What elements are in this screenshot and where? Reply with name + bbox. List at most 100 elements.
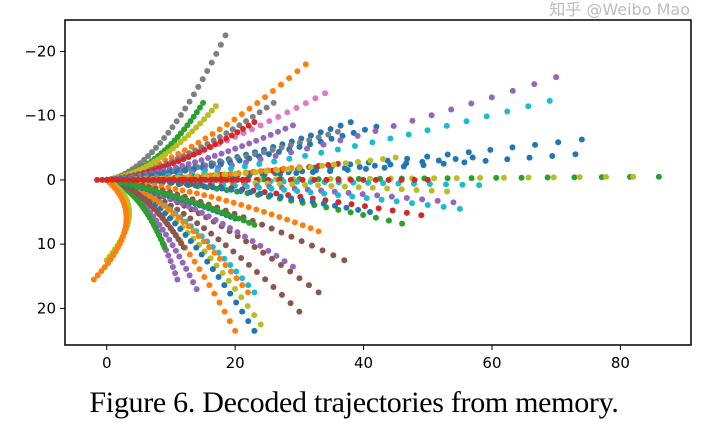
trajectory-point (243, 238, 250, 245)
trajectory-point (219, 269, 226, 276)
trajectory-point (238, 294, 245, 301)
trajectory-point (133, 183, 140, 190)
trajectory-point (531, 81, 538, 88)
trajectory-point (374, 192, 381, 199)
trajectory-point (347, 176, 354, 183)
trajectory-point (251, 289, 258, 296)
trajectory-point (296, 165, 303, 172)
trajectory-point (265, 247, 272, 254)
trajectory-point (181, 147, 188, 154)
trajectory-point (175, 214, 182, 221)
trajectory-point (289, 122, 296, 129)
trajectory-point (155, 176, 162, 183)
trajectory-point (195, 83, 202, 90)
trajectory-point (330, 252, 337, 259)
trajectory-point (201, 225, 208, 232)
trajectory-point (450, 199, 457, 206)
trajectory-point (195, 139, 202, 146)
trajectory-point (159, 226, 166, 233)
trajectory-point (236, 157, 243, 164)
trajectory-point (183, 196, 190, 203)
trajectory-point (257, 122, 264, 129)
trajectory-point (169, 124, 176, 131)
trajectory-point (215, 273, 222, 280)
trajectory-point (424, 176, 431, 183)
trajectory-point (181, 135, 188, 142)
trajectory-point (468, 175, 475, 182)
trajectory-point (257, 190, 264, 197)
trajectory-point (185, 160, 192, 167)
trajectory-point (200, 116, 207, 123)
trajectory-point (201, 183, 208, 190)
trajectory-point (549, 152, 556, 159)
trajectory-point (271, 158, 278, 165)
trajectory-point (321, 190, 328, 197)
trajectory-point (104, 260, 111, 267)
trajectory-point (217, 138, 224, 145)
trajectory-point (166, 236, 173, 243)
trajectory-point (140, 176, 147, 183)
trajectory-point (246, 140, 253, 147)
trajectory-point (361, 126, 368, 133)
trajectory-point (217, 41, 224, 48)
trajectory-point (215, 195, 222, 202)
trajectory-point (216, 133, 223, 140)
trajectory-point (266, 118, 273, 125)
trajectory-point (309, 198, 316, 205)
trajectory-point (398, 186, 405, 193)
trajectory-point (146, 193, 153, 200)
trajectory-point (167, 258, 174, 265)
trajectory-point (197, 176, 204, 183)
trajectory-point (128, 181, 135, 188)
trajectory-point (169, 242, 176, 249)
trajectory-point (161, 244, 168, 251)
trajectory-point (186, 98, 193, 105)
trajectory-point (175, 150, 182, 157)
trajectory-point (189, 128, 196, 135)
trajectory-point (245, 282, 252, 289)
trajectory-point (218, 176, 225, 183)
trajectory-point (278, 229, 285, 236)
trajectory-point (234, 176, 241, 183)
trajectory-point (509, 87, 516, 94)
trajectory-point (317, 129, 324, 136)
trajectory-point (187, 238, 194, 245)
trajectory-point (168, 192, 175, 199)
trajectory-point (212, 141, 219, 148)
trajectory-point (345, 189, 352, 196)
trajectory-point (239, 125, 246, 132)
trajectory-point (409, 117, 416, 124)
trajectory-point (166, 176, 173, 183)
trajectory-point (209, 205, 216, 212)
trajectory-point (213, 176, 220, 183)
trajectory-point (269, 146, 276, 153)
trajectory-point (296, 139, 303, 146)
trajectory-point (337, 137, 344, 144)
trajectory-point (201, 146, 208, 153)
trajectory-point (298, 197, 305, 204)
y-tick-label: 10 (37, 235, 56, 253)
trajectory-point (378, 196, 385, 203)
trajectory-point (225, 148, 232, 155)
trajectory-point (230, 248, 237, 255)
trajectory-point (307, 225, 314, 232)
trajectory-point (255, 184, 262, 191)
trajectory-point (145, 153, 152, 160)
trajectory-point (209, 130, 216, 137)
trajectory-point (211, 290, 218, 297)
trajectory-point (493, 174, 500, 181)
trajectory-point (170, 160, 177, 167)
trajectory-point (288, 149, 295, 156)
trajectory-point (192, 206, 199, 213)
trajectory-point (318, 149, 325, 156)
trajectory-point (304, 145, 311, 152)
trajectory-point (237, 187, 244, 194)
trajectory-point (487, 146, 494, 153)
trajectory-point (174, 276, 181, 283)
trajectory-point (276, 213, 283, 220)
trajectory-point (204, 203, 211, 210)
trajectory-point (278, 81, 285, 88)
trajectory-point (208, 107, 215, 114)
trajectory-point (571, 174, 578, 181)
trajectory-47 (94, 176, 251, 183)
